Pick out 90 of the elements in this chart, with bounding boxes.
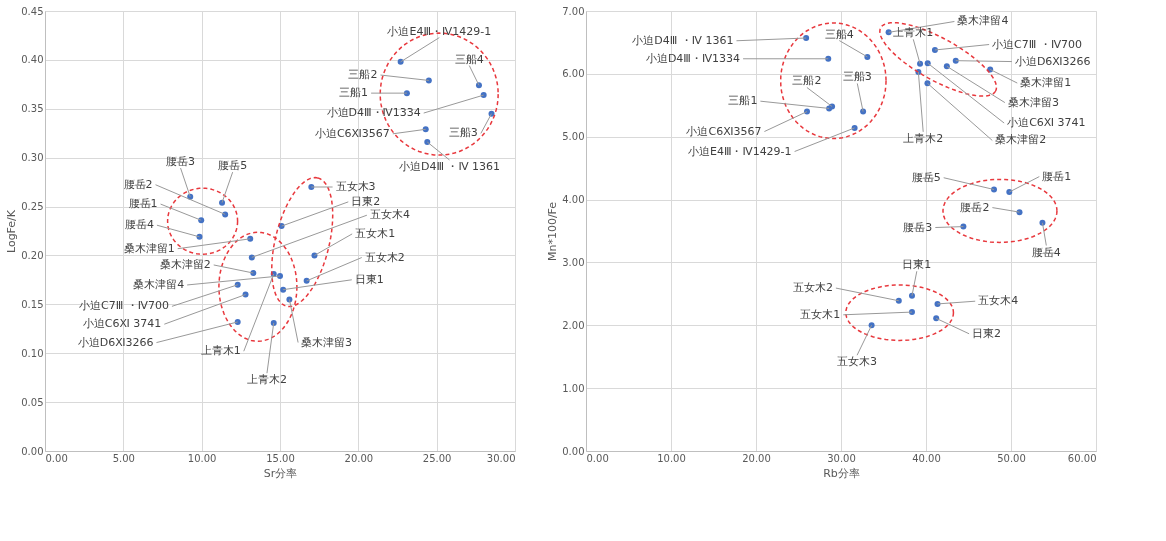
- x-tick-label: 40.00: [912, 452, 941, 464]
- annotation: 上青木1: [893, 26, 934, 40]
- annotation: 腰岳2: [123, 177, 153, 191]
- annotation: 腰岳1: [128, 197, 158, 211]
- y-axis-title: LogFe/K: [5, 209, 19, 254]
- annotation: 五女木1: [800, 307, 841, 321]
- annotation: 三船2: [348, 68, 378, 82]
- x-tick-label: 15.00: [266, 452, 295, 464]
- annotation: 三船1: [728, 94, 758, 108]
- annotation: 腰岳2: [960, 200, 990, 214]
- annotation: 腰岳5: [911, 170, 941, 184]
- annotation: 腰岳5: [218, 159, 248, 173]
- y-tick-label: 0.30: [21, 152, 44, 164]
- y-tick-label: 7.00: [562, 5, 585, 17]
- y-tick-label: 0.15: [21, 298, 44, 310]
- annotation: 五女木2: [792, 281, 833, 295]
- annotation: 腰岳4: [124, 218, 154, 232]
- annotation: 五女木2: [364, 250, 405, 264]
- annotation: 上青木2: [903, 131, 944, 145]
- annotation: 桑木津留1: [123, 241, 175, 255]
- annotation: 桑木津留4: [957, 14, 1009, 28]
- y-tick-label: 0.25: [21, 201, 44, 213]
- annotation: 日東2: [972, 326, 1002, 340]
- x-tick-label: 25.00: [422, 452, 452, 464]
- annotation: 日東2: [351, 194, 381, 208]
- annotation: 小迫D4Ⅲ・Ⅳ1334: [326, 106, 421, 120]
- y-tick-label: 2.00: [562, 319, 585, 331]
- y-tick-label: 4.00: [562, 194, 585, 206]
- y-tick-label: 5.00: [562, 131, 585, 143]
- annotation: 小迫C6Ⅺ 3741: [82, 317, 162, 331]
- x-tick-label: 5.00: [112, 452, 135, 464]
- x-tick-label: 10.00: [187, 452, 217, 464]
- annotation: 桑木津留2: [159, 257, 211, 271]
- annotation: 三船2: [792, 74, 822, 88]
- annotation: 日東1: [354, 272, 384, 286]
- x-axis-title: Sr分率: [263, 466, 298, 480]
- y-tick-label: 0.20: [21, 249, 44, 261]
- annotation: 腰岳3: [166, 155, 196, 169]
- y-tick-label: 0.45: [21, 5, 44, 17]
- annotation: 小迫C7Ⅲ ・Ⅳ700: [79, 299, 169, 313]
- annotation: 五女木3: [837, 355, 878, 369]
- x-tick-label: 20.00: [344, 452, 374, 464]
- annotation: 三船4: [454, 52, 484, 66]
- annotation: 桑木津留4: [133, 277, 185, 291]
- annotation: 小迫C6Ⅺ3567: [686, 124, 762, 138]
- annotation: 小迫D4Ⅲ ・Ⅳ 1361: [632, 33, 734, 47]
- annotation: 桑木津留1: [1020, 76, 1072, 90]
- x-tick-label: 30.00: [486, 452, 516, 464]
- annotation: 桑木津留2: [995, 133, 1047, 147]
- y-tick-label: 0.40: [21, 54, 44, 66]
- annotation: 小迫D4Ⅲ・Ⅳ1334: [645, 51, 741, 65]
- annotation: 小迫D6Ⅺ3266: [77, 335, 154, 349]
- annotation: 三船3: [842, 70, 872, 84]
- annotation: 上青木2: [246, 373, 287, 387]
- x-tick-label: 0.00: [45, 452, 68, 464]
- y-tick-label: 0.10: [21, 347, 44, 359]
- annotation: 小迫C6Ⅺ3567: [314, 126, 390, 140]
- annotation: 小迫E4Ⅲ・Ⅳ1429-1: [687, 144, 792, 158]
- y-tick-label: 6.00: [562, 68, 585, 80]
- annotation: 桑木津留3: [301, 335, 353, 349]
- annotation: 五女木4: [978, 294, 1019, 308]
- y-tick-label: 3.00: [562, 256, 585, 268]
- annotation: 腰岳4: [1031, 245, 1061, 259]
- annotation: 三船1: [339, 86, 369, 100]
- annotation: 小迫E4Ⅲ・Ⅳ1429-1: [387, 24, 492, 38]
- y-axis-title: Mn*100/Fe: [546, 201, 560, 262]
- annotation: 小迫D6Ⅺ3266: [1014, 54, 1091, 68]
- x-tick-label: 10.00: [657, 452, 686, 464]
- annotation: 五女木3: [335, 180, 376, 193]
- annotation: 桑木津留3: [1007, 95, 1059, 109]
- annotation: 小迫D4Ⅲ ・Ⅳ 1361: [398, 159, 501, 173]
- x-tick-label: 60.00: [1067, 452, 1097, 464]
- annotation: 腰岳3: [903, 220, 933, 234]
- x-axis-title: Rb分率: [823, 466, 860, 480]
- y-tick-label: 1.00: [562, 382, 585, 394]
- x-tick-label: 50.00: [997, 452, 1026, 464]
- annotation: 三船3: [448, 126, 478, 140]
- annotation: 三船4: [824, 27, 854, 41]
- annotation: 五女木1: [355, 226, 396, 240]
- x-tick-label: 30.00: [827, 452, 856, 464]
- annotation: 腰岳1: [1042, 169, 1072, 183]
- annotation: 上青木1: [200, 344, 241, 358]
- annotation: 小迫C6Ⅺ 3741: [1007, 116, 1086, 130]
- annotation: 日東1: [902, 258, 932, 272]
- y-tick-label: 0.35: [21, 103, 44, 115]
- y-tick-label: 0.05: [21, 396, 44, 408]
- annotation: 五女木4: [369, 208, 410, 222]
- x-tick-label: 0.00: [586, 452, 609, 464]
- x-tick-label: 20.00: [742, 452, 771, 464]
- annotation: 小迫C7Ⅲ ・Ⅳ700: [992, 37, 1083, 51]
